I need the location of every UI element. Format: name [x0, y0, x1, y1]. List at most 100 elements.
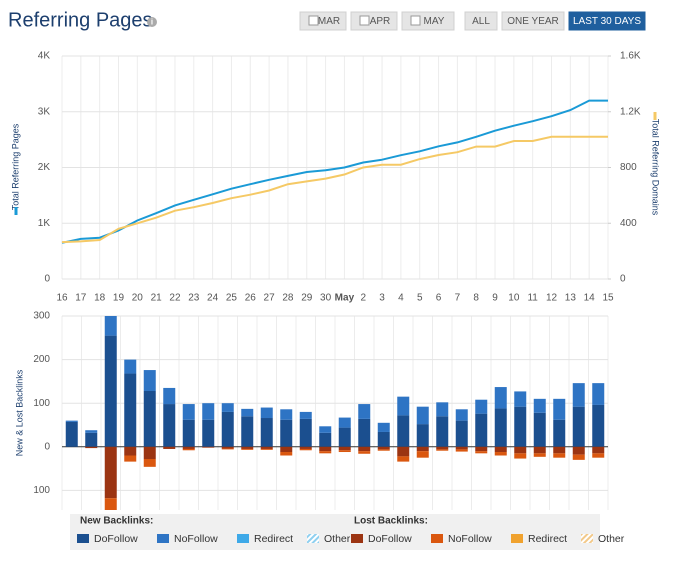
x-tick-label: 23: [188, 293, 200, 304]
legend-label[interactable]: NoFollow: [174, 533, 218, 545]
bar-segment: [163, 387, 176, 405]
x-tick-label: 10: [508, 293, 520, 304]
bar-segment: [553, 398, 566, 420]
bar-segment: [397, 415, 410, 447]
axis-label: Total Referring Domains: [651, 119, 661, 216]
button-label: ALL: [472, 16, 490, 27]
bar-segment: [455, 420, 468, 447]
bar-segment: [104, 335, 117, 447]
bar-segment: [553, 453, 566, 458]
x-tick-label: 21: [151, 293, 163, 304]
bar-segment: [377, 422, 390, 432]
bar-segment: [436, 402, 449, 417]
x-tick-label: 13: [565, 293, 577, 304]
filter-button[interactable]: [501, 11, 565, 31]
bar-segment: [572, 383, 585, 407]
legend-label[interactable]: Other: [324, 533, 351, 545]
x-tick-label: 28: [282, 293, 294, 304]
checkbox[interactable]: [359, 15, 370, 26]
bar-segment: [553, 446, 566, 454]
legend-label[interactable]: DoFollow: [94, 533, 138, 545]
bar-segment: [221, 403, 234, 412]
bar-segment: [358, 418, 371, 447]
bar-segment: [280, 446, 293, 453]
bar-segment: [455, 446, 468, 450]
bar-segment: [514, 453, 527, 459]
legend-swatch[interactable]: [157, 534, 169, 543]
x-tick-label: 29: [301, 293, 313, 304]
button-label: ONE YEAR: [507, 16, 559, 27]
x-tick-label: 9: [492, 293, 498, 304]
legend-label[interactable]: DoFollow: [368, 533, 412, 545]
legend-swatch[interactable]: [307, 534, 319, 543]
legend-label[interactable]: Redirect: [528, 533, 567, 545]
x-tick-label: 3: [379, 293, 385, 304]
bar-segment: [202, 403, 215, 420]
bar-segment: [436, 416, 449, 447]
x-tick-label: May: [335, 293, 355, 304]
legend-swatch[interactable]: [351, 534, 363, 543]
x-tick-label: 20: [132, 293, 144, 304]
bar-segment: [280, 452, 293, 456]
bar-segment: [377, 449, 390, 451]
bar-segment: [65, 420, 78, 422]
bar-segment: [416, 424, 429, 447]
filter-button[interactable]: [568, 11, 646, 31]
bar-segment: [143, 446, 156, 459]
filter-button[interactable]: [464, 11, 498, 31]
bar-segment: [319, 451, 332, 454]
x-tick-label: 30: [320, 293, 332, 304]
y-tick-label: 2K: [38, 162, 51, 173]
bar-segment: [338, 417, 351, 428]
bar-segment: [358, 446, 371, 452]
y2-tick-label: 0: [620, 274, 626, 285]
x-tick-label: 14: [584, 293, 596, 304]
bar-segment: [592, 383, 605, 405]
bar-segment: [182, 448, 195, 451]
bar-segment: [299, 411, 312, 419]
x-tick-label: 22: [169, 293, 181, 304]
x-tick-label: 15: [602, 293, 614, 304]
bar-segment: [241, 446, 254, 449]
bar-segment: [85, 430, 98, 433]
checkbox[interactable]: [410, 15, 421, 26]
legend-swatch[interactable]: [77, 534, 89, 543]
axis-key: [14, 207, 18, 215]
bar-segment: [338, 427, 351, 447]
x-tick-label: 5: [417, 293, 423, 304]
bar-segment: [260, 448, 273, 450]
bar-segment: [104, 316, 117, 336]
x-tick-label: 8: [473, 293, 479, 304]
legend-swatch[interactable]: [431, 534, 443, 543]
legend-label[interactable]: Redirect: [254, 533, 293, 545]
info-icon[interactable]: [147, 17, 157, 27]
legend-swatch[interactable]: [237, 534, 249, 543]
x-tick-label: 24: [207, 293, 219, 304]
bar-segment: [104, 498, 117, 510]
legend-label[interactable]: Other: [598, 533, 625, 545]
bar-segment: [280, 409, 293, 420]
bar-segment: [358, 404, 371, 419]
y-tick-label: 0: [44, 441, 50, 452]
bar-segment: [416, 451, 429, 458]
y-tick-label: 100: [33, 485, 50, 496]
checkbox[interactable]: [308, 15, 319, 26]
bar-segment: [338, 450, 351, 453]
bar-segment: [260, 418, 273, 447]
bar-segment: [397, 446, 410, 457]
bar-segment: [299, 418, 312, 447]
y-tick-label: 0: [44, 274, 50, 285]
bar-segment: [514, 406, 527, 447]
bar-segment: [143, 370, 156, 391]
legend-swatch[interactable]: [511, 534, 523, 543]
bar-segment: [182, 419, 195, 447]
bar-segment: [416, 406, 429, 425]
bar-segment: [475, 399, 488, 414]
bar-segment: [533, 412, 546, 447]
legend-swatch[interactable]: [581, 534, 593, 543]
button-label: LAST 30 DAYS: [573, 16, 641, 27]
legend-label[interactable]: NoFollow: [448, 533, 492, 545]
legend-group-title: Lost Backlinks:: [354, 516, 428, 527]
bar-segment: [319, 432, 332, 447]
